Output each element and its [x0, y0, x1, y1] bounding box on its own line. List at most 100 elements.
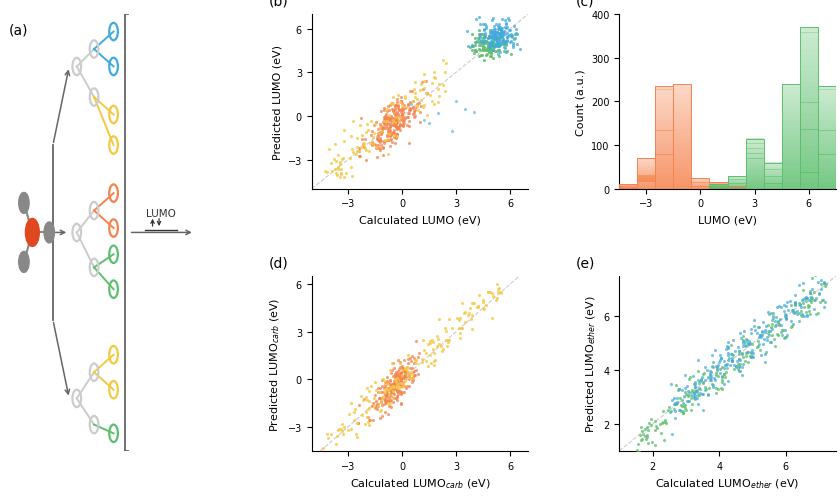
Bar [746, 154, 764, 156]
Point [816, 296, 829, 304]
Bar [818, 135, 836, 138]
Point [391, 131, 404, 139]
Point [709, 362, 722, 370]
Bar [782, 165, 800, 168]
Point [454, 329, 467, 337]
Point [472, 31, 486, 39]
Point [496, 38, 509, 46]
Point [371, 142, 385, 150]
Bar [727, 186, 746, 187]
Point [674, 407, 687, 415]
Point [758, 351, 771, 359]
Point [353, 145, 366, 153]
Point [394, 363, 407, 371]
Point [373, 394, 386, 402]
Point [467, 300, 480, 308]
Point [346, 118, 360, 126]
Bar [782, 113, 800, 116]
Point [486, 33, 499, 41]
Point [381, 385, 394, 393]
Point [679, 406, 692, 414]
Bar [818, 97, 836, 101]
Point [706, 362, 719, 370]
Point [794, 308, 807, 316]
Bar [638, 159, 655, 160]
Point [381, 397, 395, 405]
Point [498, 38, 512, 46]
Point [485, 41, 498, 49]
Point [408, 94, 422, 102]
Point [710, 366, 723, 374]
Point [453, 334, 466, 342]
Bar [782, 140, 800, 144]
Point [736, 349, 749, 357]
Point [484, 34, 497, 42]
Point [486, 39, 500, 47]
Point [779, 334, 792, 342]
Point [382, 106, 396, 114]
Point [759, 329, 772, 337]
Point [390, 394, 403, 402]
Point [663, 403, 676, 411]
Bar [674, 154, 691, 158]
Point [381, 137, 395, 145]
Point [388, 112, 402, 120]
Bar [764, 184, 782, 185]
Point [378, 384, 391, 392]
Point [703, 370, 717, 378]
Point [476, 47, 490, 55]
Bar [638, 168, 655, 169]
Point [505, 51, 518, 59]
Point [740, 335, 753, 343]
Point [654, 420, 667, 428]
Point [493, 35, 507, 43]
Point [387, 382, 401, 390]
Point [350, 135, 364, 143]
Point [714, 384, 727, 392]
Bar [655, 182, 674, 186]
Point [693, 385, 706, 393]
Point [506, 32, 519, 40]
Point [405, 374, 418, 382]
Point [736, 336, 749, 344]
Point [738, 357, 752, 365]
Point [638, 432, 652, 440]
Point [391, 377, 405, 385]
Bar [800, 98, 818, 103]
Point [689, 387, 702, 395]
Point [689, 383, 702, 391]
Point [406, 352, 419, 360]
Point [491, 41, 505, 49]
Point [494, 32, 507, 40]
Point [722, 349, 735, 357]
Point [372, 129, 386, 137]
Point [386, 122, 399, 130]
Point [705, 377, 718, 385]
Point [360, 408, 373, 416]
Point [701, 390, 715, 398]
Point [407, 109, 421, 117]
Point [382, 390, 396, 398]
Point [495, 31, 508, 39]
Point [428, 357, 441, 365]
Point [482, 49, 496, 57]
Point [486, 293, 500, 301]
Point [387, 118, 401, 126]
Point [504, 39, 517, 47]
Point [402, 101, 415, 109]
Point [453, 314, 466, 322]
Point [408, 90, 422, 98]
Point [678, 388, 691, 396]
Point [760, 336, 774, 344]
Point [472, 39, 486, 47]
Point [682, 397, 696, 405]
Point [416, 86, 429, 94]
Point [379, 397, 392, 405]
Point [465, 47, 478, 55]
Point [470, 303, 484, 311]
Point [478, 21, 491, 29]
Point [709, 385, 722, 393]
Point [777, 335, 790, 343]
Point [403, 98, 417, 106]
Point [485, 39, 498, 47]
